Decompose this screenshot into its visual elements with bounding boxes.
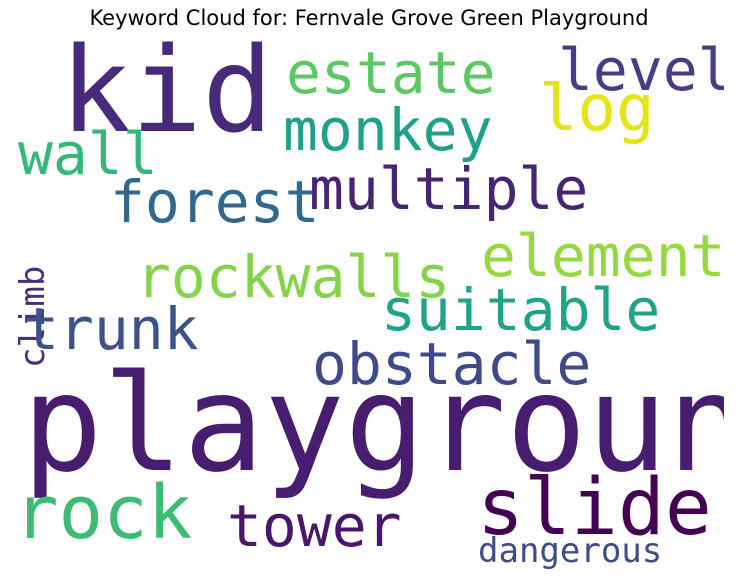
word-log: log [539,72,655,146]
word-rockwalls: rockwalls [136,243,451,311]
chart-title: Keyword Cloud for: Fernvale Grove Green … [89,6,649,30]
word-element: element [481,222,724,290]
word-dangerous: dangerous [478,531,663,571]
word-cloud: kid estate level log monkey wall forest … [14,35,724,575]
word-obstacle: obstacle [312,330,592,398]
word-monkey: monkey [283,96,493,164]
word-trunk: trunk [24,295,199,363]
word-estate: estate [286,39,496,107]
word-kid: kid [60,35,274,159]
word-slide: slide [477,463,712,553]
word-multiple: multiple [309,155,589,223]
word-playground: playground [22,346,724,502]
word-rock: rock [14,470,193,556]
word-forest: forest [110,168,320,236]
word-wall: wall [18,120,158,188]
word-tower: tower [227,492,402,560]
word-suitable: suitable [381,276,661,344]
word-level: level [558,36,724,104]
